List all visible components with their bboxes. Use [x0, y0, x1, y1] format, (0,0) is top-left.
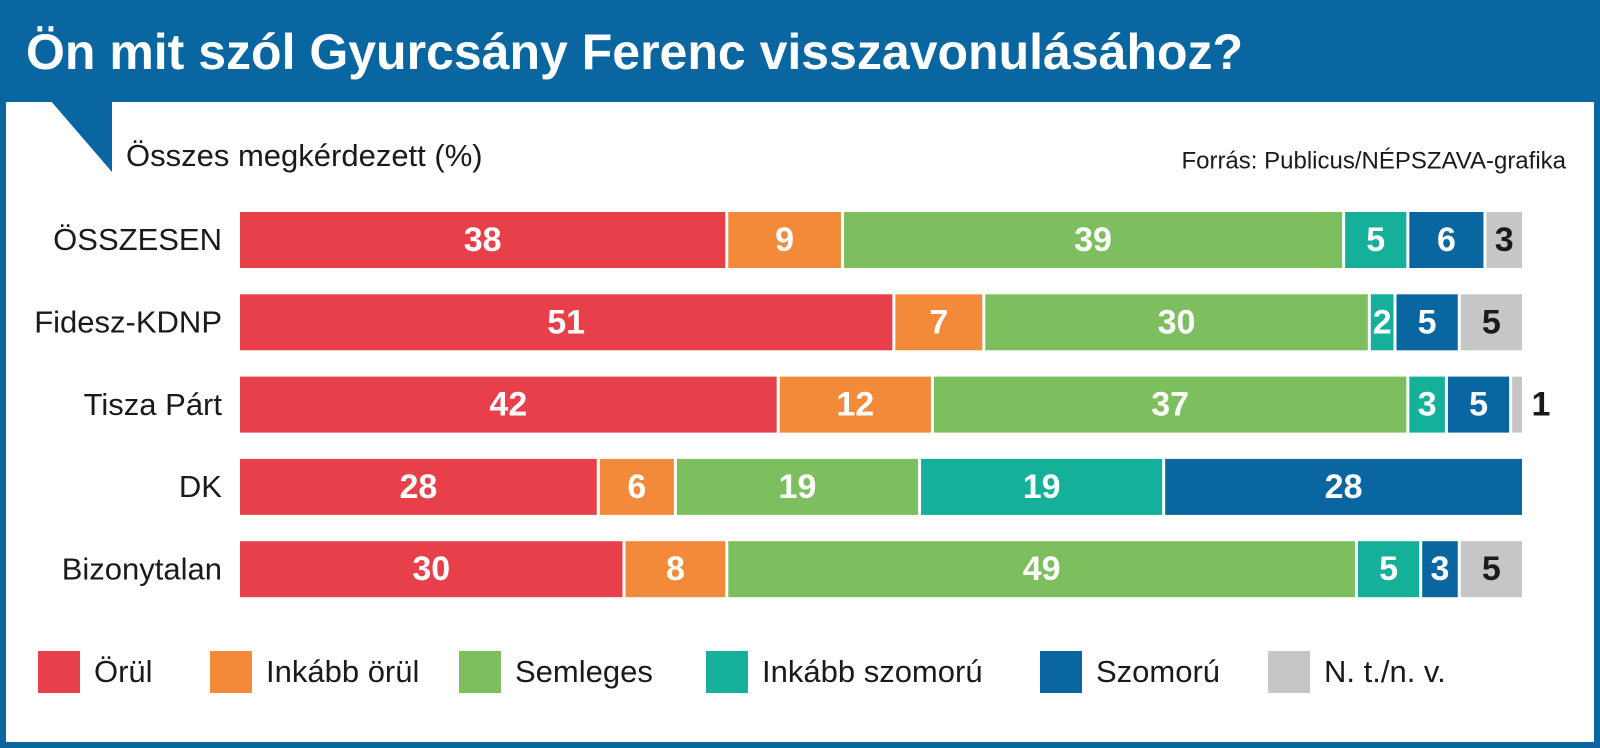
value-label: 5: [1418, 303, 1437, 341]
legend-label: Semleges: [515, 654, 653, 689]
value-label: 42: [489, 386, 527, 424]
value-label: 3: [1431, 550, 1450, 588]
bar-segment: [240, 212, 726, 268]
source: Forrás: Publicus/NÉPSZAVA-grafika: [1181, 147, 1566, 174]
title-band: [0, 0, 1600, 102]
legend-label: N. t./n. v.: [1324, 654, 1446, 689]
legend-label: Örül: [94, 654, 153, 689]
bar-segment: [728, 212, 841, 268]
chart-subtitle: Összes megkérdezett (%): [126, 138, 483, 173]
bar-segment: [779, 376, 931, 433]
bar-segment: [933, 376, 1407, 433]
value-label: 6: [627, 468, 646, 506]
bar-segment: [1370, 294, 1394, 351]
value-label: 3: [1495, 221, 1514, 259]
title-flap: [50, 100, 112, 172]
category-label: Bizonytalan: [62, 551, 222, 586]
value-label: 19: [1023, 468, 1061, 506]
legend-swatch: [1268, 651, 1310, 693]
value-label: 5: [1469, 386, 1488, 424]
bar-segment: [728, 541, 1355, 598]
value-label: 49: [1023, 550, 1061, 588]
value-label: 30: [1158, 303, 1196, 341]
value-label: 8: [666, 550, 685, 588]
bar-segment: [1409, 212, 1484, 268]
bar-segment: [1447, 376, 1510, 433]
bar-segment: [1512, 376, 1522, 433]
value-label: 39: [1074, 221, 1112, 259]
bar-segment: [676, 458, 919, 515]
value-label: 19: [779, 468, 817, 506]
value-label: 7: [929, 303, 948, 341]
category-label: DK: [179, 469, 222, 504]
bar-segment: [1409, 376, 1445, 433]
legend-label: Szomorú: [1096, 654, 1220, 689]
bar-segment: [1422, 541, 1458, 598]
value-label: 5: [1482, 303, 1501, 341]
bar-segment: [985, 294, 1368, 351]
value-label: 3: [1418, 386, 1437, 424]
legend-swatch: [459, 651, 501, 693]
bar-segment: [1460, 541, 1522, 598]
bar-segment: [843, 212, 1343, 268]
legend-label: Inkább szomorú: [762, 654, 983, 689]
value-label: 5: [1482, 550, 1501, 588]
bar-segment: [1396, 294, 1458, 351]
value-label: 2: [1373, 303, 1392, 341]
bar-segment: [921, 458, 1163, 515]
value-label: 28: [399, 468, 437, 506]
legend-swatch: [210, 651, 252, 693]
value-label: 5: [1366, 221, 1385, 259]
value-label: 30: [412, 550, 450, 588]
bar-segment: [625, 541, 726, 598]
bar-segment: [240, 458, 597, 515]
bar-segment: [240, 541, 623, 598]
bar-segment: [1460, 294, 1522, 351]
value-label: 28: [1325, 468, 1363, 506]
value-label: 9: [775, 221, 794, 259]
value-label: 37: [1151, 386, 1189, 424]
bar-segment: [1165, 458, 1522, 515]
value-label: 5: [1379, 550, 1398, 588]
bar-segment: [1486, 212, 1522, 268]
value-label: 6: [1437, 221, 1456, 259]
value-label: 1: [1532, 386, 1551, 424]
value-label: 38: [464, 221, 502, 259]
category-label: Tisza Párt: [84, 387, 223, 422]
legend-label: Inkább örül: [266, 654, 419, 689]
legend-swatch: [38, 651, 80, 693]
category-label: ÖSSZESEN: [53, 222, 222, 257]
bar-segment: [1345, 212, 1407, 268]
legend-swatch: [706, 651, 748, 693]
bar-segment: [599, 458, 674, 515]
bar-segment: [1357, 541, 1420, 598]
value-label: 51: [547, 303, 585, 341]
legend-swatch: [1040, 651, 1082, 693]
category-label: Fidesz-KDNP: [34, 304, 222, 339]
chart-title: Ön mit szól Gyurcsány Ferenc visszavonul…: [26, 24, 1243, 80]
bar-segment: [240, 376, 777, 433]
bar-segment: [895, 294, 983, 351]
value-label: 12: [836, 386, 874, 424]
bar-segment: [240, 294, 893, 351]
